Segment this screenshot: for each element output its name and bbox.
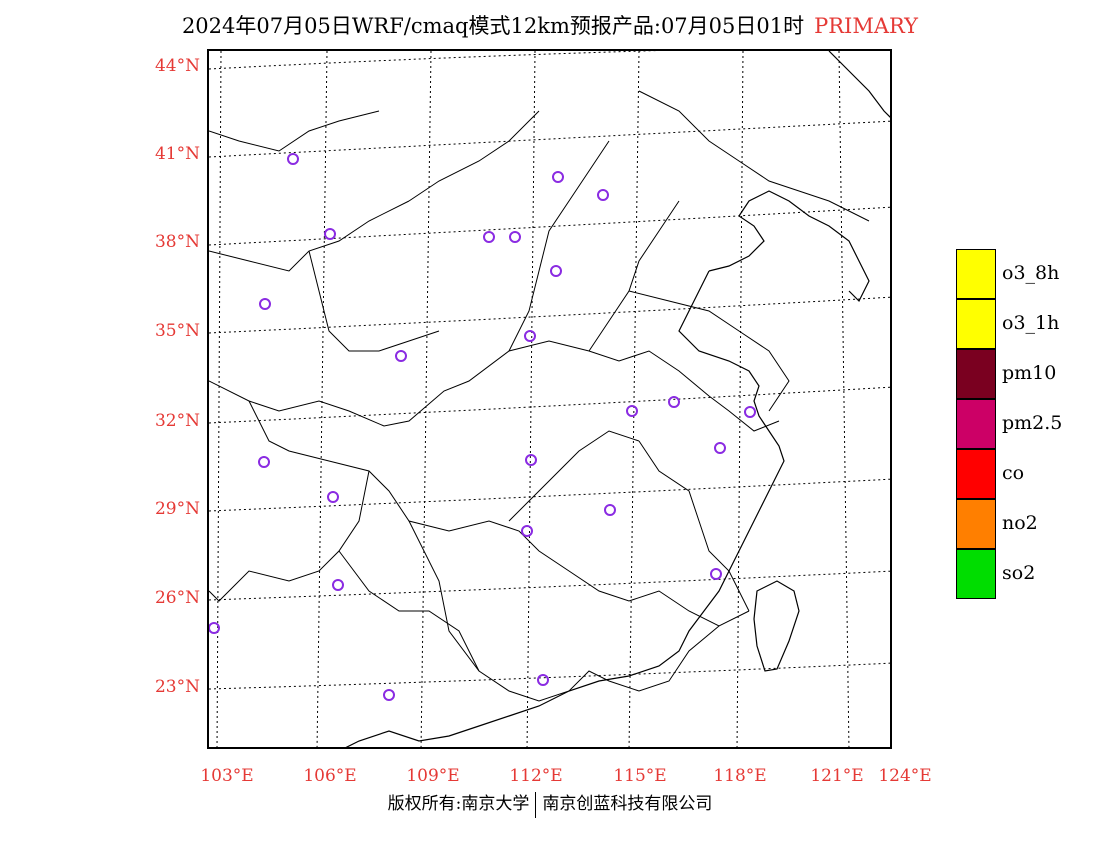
station-marker	[604, 504, 616, 516]
legend-label: o3_1h	[1002, 312, 1060, 334]
legend-swatch	[956, 549, 996, 599]
station-marker	[324, 228, 336, 240]
copyright-left: 版权所有:南京大学	[387, 794, 530, 814]
station-marker	[668, 396, 680, 408]
station-marker	[710, 568, 722, 580]
station-marker	[209, 622, 220, 634]
legend-swatch	[956, 449, 996, 499]
station-marker	[626, 405, 638, 417]
lon-label-112: 112°E	[509, 766, 563, 786]
station-marker	[509, 231, 521, 243]
station-marker	[327, 491, 339, 503]
copyright-right: 南京创蓝科技有限公司	[542, 794, 713, 814]
legend-swatch	[956, 299, 996, 349]
lon-label-124: 124°E	[878, 766, 932, 786]
station-marker	[597, 189, 609, 201]
legend-swatch	[956, 249, 996, 299]
station-marker	[483, 231, 495, 243]
station-marker	[383, 689, 395, 701]
station-marker	[395, 350, 407, 362]
station-marker	[550, 265, 562, 277]
lon-label-115: 115°E	[613, 766, 667, 786]
station-marker	[332, 579, 344, 591]
station-marker	[258, 456, 270, 468]
legend-label: no2	[1002, 512, 1038, 534]
lat-label-35: 35°N	[154, 321, 200, 341]
station-marker	[525, 454, 537, 466]
lon-label-118: 118°E	[713, 766, 767, 786]
station-markers[interactable]	[209, 91, 892, 701]
lon-label-109: 109°E	[406, 766, 460, 786]
station-marker	[287, 153, 299, 165]
latitude-grid	[209, 51, 890, 690]
primary-tag: PRIMARY	[814, 14, 919, 38]
footer-divider	[535, 791, 537, 818]
station-marker	[537, 674, 549, 686]
longitude-grid	[216, 51, 850, 747]
legend-label: pm2.5	[1002, 412, 1063, 434]
legend-swatch	[956, 399, 996, 449]
station-marker	[714, 442, 726, 454]
map-title: 2024年07月05日WRF/cmaq模式12km预报产品:07月05日01时 P…	[0, 10, 1100, 40]
coastline	[345, 51, 890, 747]
legend-label: so2	[1002, 562, 1036, 584]
legend-label: o3_8h	[1002, 262, 1060, 284]
title-text: 2024年07月05日WRF/cmaq模式12km预报产品:07月05日01时	[181, 14, 805, 38]
lat-label-32: 32°N	[154, 411, 200, 431]
legend-swatch	[956, 499, 996, 549]
lat-label-38: 38°N	[154, 232, 200, 252]
copyright-footer: 版权所有:南京大学 南京创蓝科技有限公司	[0, 789, 1100, 818]
station-marker	[259, 298, 271, 310]
lon-label-103: 103°E	[200, 766, 254, 786]
lat-label-26: 26°N	[154, 588, 200, 608]
station-marker	[552, 171, 564, 183]
lon-label-106: 106°E	[303, 766, 357, 786]
legend-swatch	[956, 349, 996, 399]
legend-label: pm10	[1002, 362, 1057, 384]
pollution-map	[209, 51, 892, 747]
lat-label-44: 44°N	[154, 56, 200, 76]
station-marker	[524, 330, 536, 342]
province-boundaries	[209, 90, 870, 702]
lon-label-121: 121°E	[810, 766, 864, 786]
legend-label: co	[1002, 462, 1025, 484]
map-panel[interactable]	[207, 49, 892, 749]
station-marker	[521, 525, 533, 537]
lat-label-23: 23°N	[154, 677, 200, 697]
lat-label-29: 29°N	[154, 499, 200, 519]
lat-label-41: 41°N	[154, 144, 200, 164]
station-marker	[744, 406, 756, 418]
